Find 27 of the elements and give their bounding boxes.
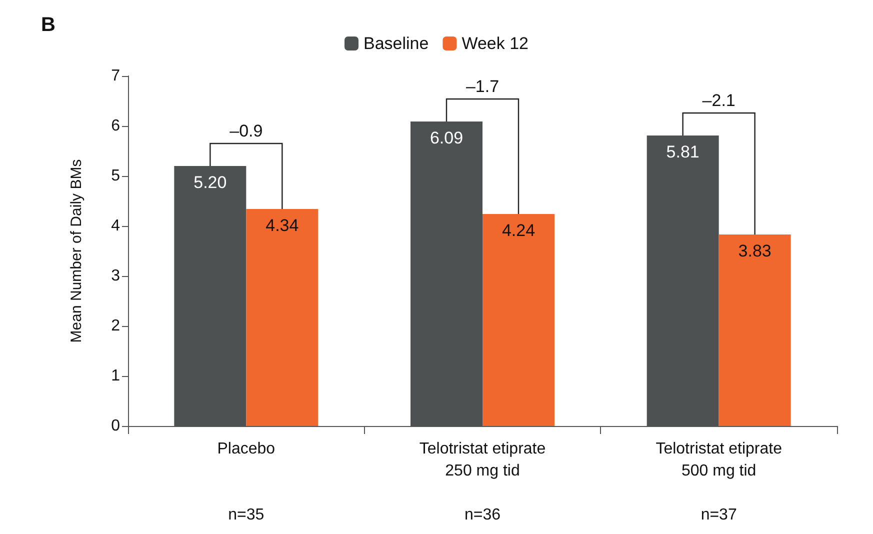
y-tick-label: 2	[111, 318, 120, 334]
y-axis-title: Mean Number of Daily BMs	[68, 159, 85, 343]
y-tick-label: 4	[111, 218, 120, 234]
data-label: 4.34	[266, 216, 299, 235]
y-tick-label: 3	[111, 268, 120, 284]
category-label: Telotristat etiprate 500 mg tid n=37	[656, 440, 782, 524]
annotation: –0.9	[230, 122, 263, 140]
data-label: 3.83	[738, 242, 772, 260]
bar	[482, 214, 554, 426]
legend-label: Week 12	[462, 34, 528, 53]
chart-title: B	[41, 14, 56, 36]
category-label: Placebo n=35	[217, 440, 276, 524]
annotation: –2.1	[702, 91, 736, 110]
data-label: 5.81	[666, 142, 700, 162]
data-label: 6.09	[430, 128, 464, 148]
bar	[718, 234, 791, 426]
annotation: –1.7	[466, 77, 500, 96]
legend-label: Baseline	[364, 34, 429, 53]
y-tick-label: 1	[111, 368, 120, 384]
category-label: Telotristat etiprate 250 mg tid n=36	[419, 440, 546, 524]
data-label: 4.24	[502, 221, 536, 240]
bar	[246, 209, 318, 426]
y-tick-label: 7	[111, 68, 120, 84]
y-tick-label: 0	[111, 418, 120, 434]
y-tick-label: 5	[111, 168, 120, 184]
y-tick-label: 6	[111, 118, 120, 134]
data-label: 5.20	[194, 173, 227, 192]
